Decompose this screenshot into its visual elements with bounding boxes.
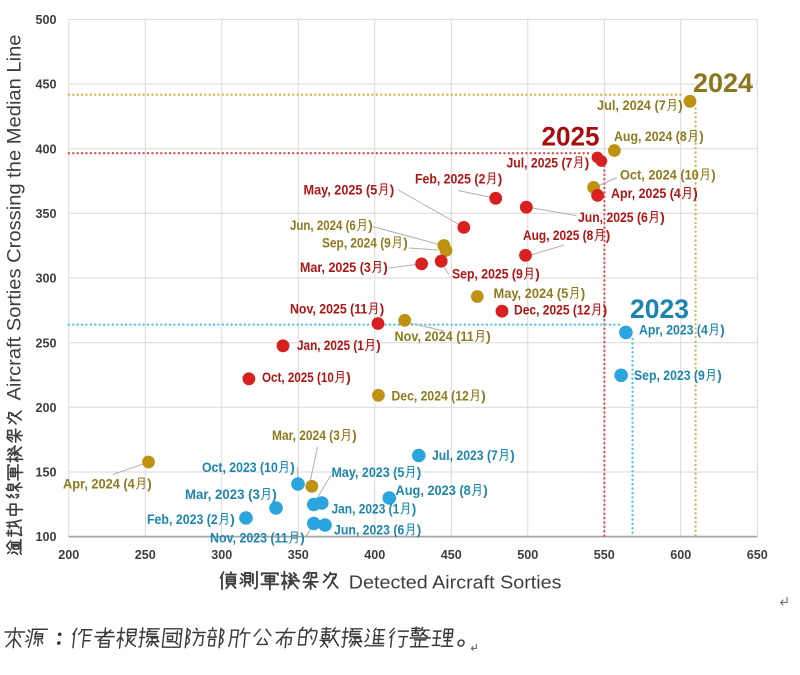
svg-text:300: 300 bbox=[211, 548, 232, 562]
svg-text:Nov, 2024 (11: Nov, 2024 (11 bbox=[395, 329, 475, 344]
svg-text:Oct, 2025 (10: Oct, 2025 (10 bbox=[262, 370, 334, 385]
svg-text:): ) bbox=[720, 323, 724, 338]
svg-text:Nov, 2025 (11: Nov, 2025 (11 bbox=[290, 302, 368, 317]
svg-text:Jan, 2023 (1: Jan, 2023 (1 bbox=[332, 502, 400, 517]
svg-text:Mar, 2023 (3: Mar, 2023 (3 bbox=[185, 487, 260, 502]
svg-text:): ) bbox=[498, 172, 502, 187]
svg-text:): ) bbox=[346, 370, 350, 385]
svg-text:): ) bbox=[147, 477, 151, 492]
svg-text:250: 250 bbox=[135, 548, 156, 562]
svg-text:Jun, 2024 (6: Jun, 2024 (6 bbox=[290, 218, 356, 233]
svg-text:): ) bbox=[483, 483, 487, 498]
svg-text:200: 200 bbox=[58, 548, 79, 562]
svg-text:): ) bbox=[711, 167, 715, 182]
svg-text:): ) bbox=[368, 218, 372, 233]
svg-text:Sep, 2023 (9: Sep, 2023 (9 bbox=[634, 368, 705, 383]
svg-text:May, 2023 (5: May, 2023 (5 bbox=[332, 465, 405, 480]
svg-text:): ) bbox=[376, 338, 380, 353]
svg-text:Aug, 2025 (8: Aug, 2025 (8 bbox=[523, 228, 594, 243]
svg-text:): ) bbox=[300, 531, 304, 546]
svg-text:300: 300 bbox=[35, 272, 56, 286]
svg-text:400: 400 bbox=[364, 548, 385, 562]
svg-text:200: 200 bbox=[35, 401, 56, 415]
svg-text:): ) bbox=[417, 465, 421, 480]
svg-text:Aug, 2024 (8: Aug, 2024 (8 bbox=[614, 129, 687, 144]
svg-text:): ) bbox=[606, 228, 610, 243]
svg-text:): ) bbox=[581, 286, 585, 301]
svg-text:Aug, 2023 (8: Aug, 2023 (8 bbox=[396, 483, 472, 498]
svg-text:450: 450 bbox=[441, 548, 462, 562]
svg-text:): ) bbox=[230, 512, 234, 527]
svg-text:): ) bbox=[510, 448, 514, 463]
svg-text:): ) bbox=[383, 260, 387, 275]
svg-text:): ) bbox=[693, 186, 697, 201]
svg-text:400: 400 bbox=[35, 142, 56, 156]
svg-text:2023: 2023 bbox=[630, 294, 689, 324]
svg-text:): ) bbox=[403, 235, 407, 250]
svg-text:): ) bbox=[717, 368, 721, 383]
svg-text:Aircraft Sorties Crossing the: Aircraft Sorties Crossing the Median Lin… bbox=[4, 35, 26, 401]
svg-text:350: 350 bbox=[288, 548, 309, 562]
svg-text:150: 150 bbox=[35, 466, 56, 480]
svg-text:350: 350 bbox=[35, 207, 56, 221]
svg-text:Feb, 2023 (2: Feb, 2023 (2 bbox=[147, 512, 218, 527]
svg-text:May, 2025 (5: May, 2025 (5 bbox=[304, 182, 378, 197]
svg-text:May, 2024 (5: May, 2024 (5 bbox=[494, 286, 569, 301]
svg-text:): ) bbox=[352, 428, 356, 443]
svg-text:Oct, 2023 (10: Oct, 2023 (10 bbox=[202, 460, 278, 475]
svg-text:Dec, 2025 (12: Dec, 2025 (12 bbox=[514, 303, 590, 318]
svg-text:Jul, 2025 (7: Jul, 2025 (7 bbox=[507, 155, 573, 170]
svg-text:Oct, 2024 (10: Oct, 2024 (10 bbox=[620, 167, 699, 182]
svg-text:100: 100 bbox=[35, 530, 56, 544]
svg-text:Jul, 2023 (7: Jul, 2023 (7 bbox=[432, 448, 498, 463]
svg-text:Jun, 2023 (6: Jun, 2023 (6 bbox=[334, 523, 404, 538]
svg-text:): ) bbox=[486, 329, 490, 344]
svg-text:Dec, 2024 (12: Dec, 2024 (12 bbox=[392, 388, 469, 403]
svg-text:): ) bbox=[678, 98, 682, 113]
svg-text:500: 500 bbox=[35, 13, 56, 27]
svg-text:600: 600 bbox=[670, 548, 691, 562]
svg-text:): ) bbox=[603, 303, 607, 318]
svg-text:): ) bbox=[535, 267, 539, 282]
svg-text:Apr, 2023 (4: Apr, 2023 (4 bbox=[639, 323, 708, 338]
svg-text:): ) bbox=[390, 182, 394, 197]
svg-text:Mar, 2025 (3: Mar, 2025 (3 bbox=[300, 260, 371, 275]
svg-text:Nov, 2023 (11: Nov, 2023 (11 bbox=[210, 531, 288, 546]
svg-text:250: 250 bbox=[35, 336, 56, 350]
svg-text:500: 500 bbox=[517, 548, 538, 562]
svg-text:Apr, 2025 (4: Apr, 2025 (4 bbox=[611, 186, 681, 201]
svg-text:): ) bbox=[412, 502, 416, 517]
svg-text:Mar, 2024 (3: Mar, 2024 (3 bbox=[272, 428, 340, 443]
svg-text:Jul, 2024 (7: Jul, 2024 (7 bbox=[597, 98, 666, 113]
svg-text:Detected Aircraft Sorties: Detected Aircraft Sorties bbox=[349, 573, 562, 593]
svg-text:650: 650 bbox=[747, 548, 768, 562]
svg-text:Apr, 2024 (4: Apr, 2024 (4 bbox=[63, 477, 135, 492]
svg-text:2024: 2024 bbox=[693, 68, 753, 98]
svg-text:): ) bbox=[585, 155, 589, 170]
svg-text:Feb, 2025 (2: Feb, 2025 (2 bbox=[415, 172, 485, 187]
svg-text:Jun, 2025 (6: Jun, 2025 (6 bbox=[578, 210, 648, 225]
svg-text:Jan, 2025 (1: Jan, 2025 (1 bbox=[297, 338, 364, 353]
svg-text:): ) bbox=[272, 487, 276, 502]
svg-text:): ) bbox=[380, 302, 384, 317]
svg-text:): ) bbox=[699, 129, 703, 144]
svg-text:Sep, 2025 (9: Sep, 2025 (9 bbox=[452, 267, 523, 282]
svg-text:): ) bbox=[481, 388, 485, 403]
svg-text:): ) bbox=[290, 460, 294, 475]
svg-text:Sep, 2024 (9: Sep, 2024 (9 bbox=[322, 235, 391, 250]
svg-text:): ) bbox=[660, 210, 664, 225]
svg-text:2025: 2025 bbox=[542, 121, 600, 151]
svg-text:450: 450 bbox=[35, 78, 56, 92]
svg-text:): ) bbox=[417, 523, 421, 538]
svg-text:550: 550 bbox=[594, 548, 615, 562]
